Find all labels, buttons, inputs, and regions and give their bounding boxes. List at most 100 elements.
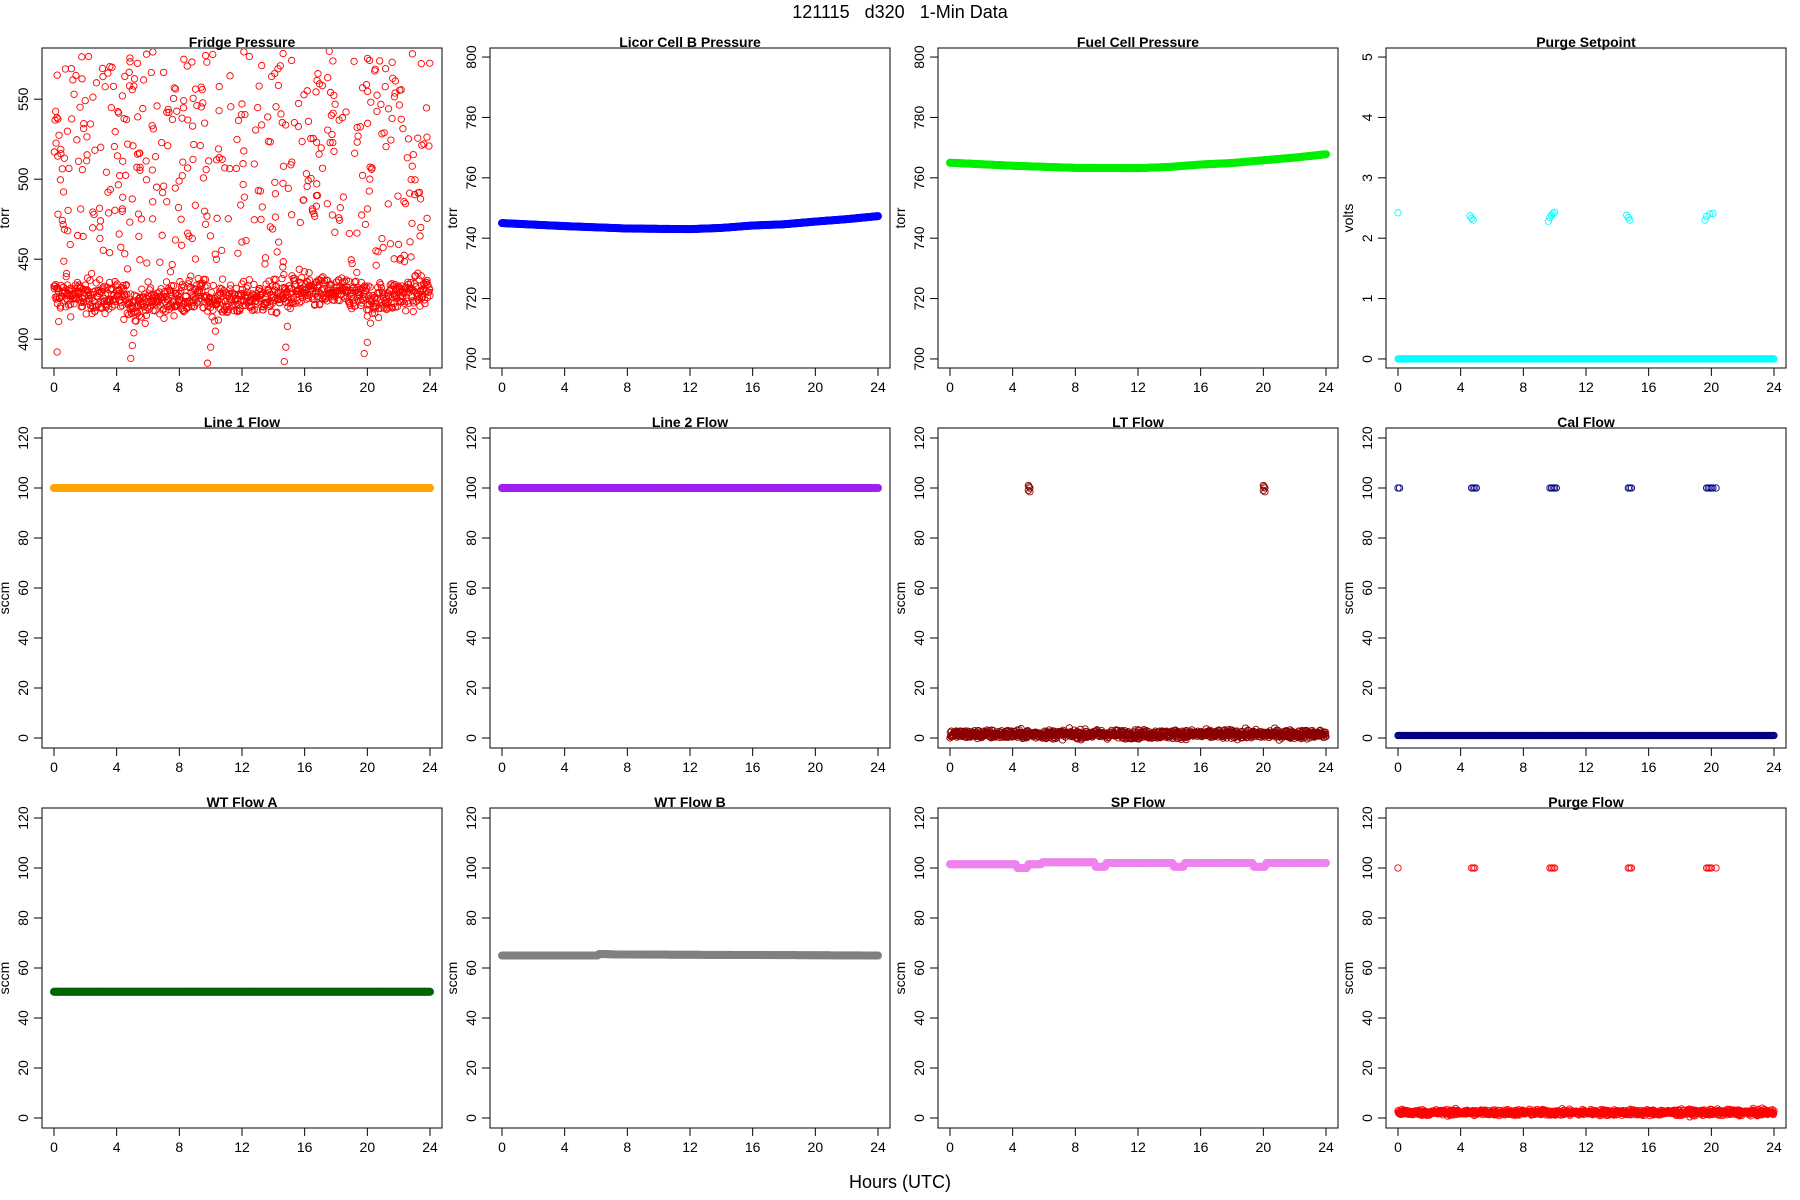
data-point [389, 74, 397, 82]
y-tick-label: 800 [911, 45, 927, 69]
y-tick-label: 760 [911, 166, 927, 190]
data-point [1626, 216, 1634, 224]
data-point [423, 133, 431, 141]
data-point [264, 113, 272, 121]
x-tick-label: 0 [50, 759, 58, 775]
data-point [362, 284, 371, 292]
data-point [294, 99, 303, 108]
data-point [426, 292, 434, 300]
data-point [77, 298, 86, 306]
data-point [165, 108, 173, 117]
data-point [113, 152, 122, 160]
y-tick-label: 0 [15, 734, 31, 742]
panel-title: Line 1 Flow [204, 414, 280, 430]
data-point [308, 205, 317, 213]
plot-frame [937, 47, 1339, 369]
data-point [205, 157, 213, 165]
panel-title: Fuel Cell Pressure [1077, 34, 1199, 50]
data-point [226, 72, 234, 80]
data-point [57, 302, 65, 310]
data-point [295, 299, 304, 307]
data-point [350, 57, 358, 65]
y-tick-label: 740 [463, 226, 479, 250]
data-point [326, 138, 334, 147]
data-point [104, 69, 112, 77]
y-tick-label: 80 [911, 530, 927, 546]
y-tick-label: 500 [15, 167, 31, 191]
data-point [315, 150, 323, 158]
data-point [424, 280, 432, 289]
y-tick-label: 400 [15, 327, 31, 351]
y-tick-label: 100 [911, 476, 927, 500]
data-point [210, 317, 219, 325]
x-tick-label: 12 [1578, 379, 1594, 395]
data-point [394, 240, 403, 249]
data-point [312, 138, 321, 146]
data-point [368, 309, 376, 317]
data-point [50, 148, 58, 156]
data-point [299, 293, 307, 301]
data-point [83, 133, 91, 141]
data-point [288, 56, 296, 65]
data-point [342, 108, 350, 116]
data-point [58, 165, 66, 173]
data-point [177, 215, 185, 223]
data-point [62, 269, 71, 278]
data-point [201, 51, 210, 60]
data-point [66, 300, 74, 309]
data-point [348, 259, 356, 268]
x-tick-label: 4 [1009, 759, 1017, 775]
data-point [130, 329, 138, 337]
data-point [117, 243, 125, 251]
data-point [271, 178, 279, 186]
data-point [250, 160, 258, 168]
data-point [139, 76, 148, 84]
data-point [290, 119, 299, 127]
data-point [125, 82, 134, 90]
data-point [325, 49, 333, 55]
data-point [218, 246, 226, 255]
data-point [376, 281, 385, 289]
data-point [238, 238, 246, 246]
data-series [946, 481, 1330, 744]
data-point [231, 300, 239, 308]
data-point [303, 182, 311, 191]
data-point [274, 81, 283, 90]
x-tick-label: 20 [360, 379, 376, 395]
data-point [185, 276, 193, 285]
data-point [171, 236, 180, 244]
data-point [213, 214, 221, 222]
data-point [240, 49, 248, 56]
y-tick-label: 40 [911, 630, 927, 646]
data-point [368, 164, 376, 172]
data-point [417, 272, 425, 280]
data-point [279, 162, 288, 170]
y-axis-label: torr [0, 207, 12, 228]
data-point [217, 298, 225, 306]
data-point [335, 214, 343, 222]
data-point [178, 280, 187, 289]
data-point [271, 190, 279, 198]
data-point [188, 234, 196, 243]
y-tick-label: 120 [463, 426, 479, 450]
x-tick-label: 4 [1009, 379, 1017, 395]
data-point [371, 303, 380, 311]
data-point [107, 103, 115, 112]
data-point [67, 313, 75, 321]
data-point [387, 136, 395, 144]
data-point [329, 57, 337, 65]
data-point [400, 197, 408, 206]
data-point [76, 103, 84, 111]
data-point [329, 138, 337, 147]
data-point [133, 150, 142, 158]
data-point [329, 109, 337, 117]
data-point [403, 297, 411, 305]
data-point [128, 310, 136, 318]
data-point [402, 307, 410, 315]
y-tick-label: 20 [15, 680, 31, 696]
data-point [135, 312, 143, 320]
data-point [331, 228, 339, 236]
data-point [55, 317, 63, 326]
